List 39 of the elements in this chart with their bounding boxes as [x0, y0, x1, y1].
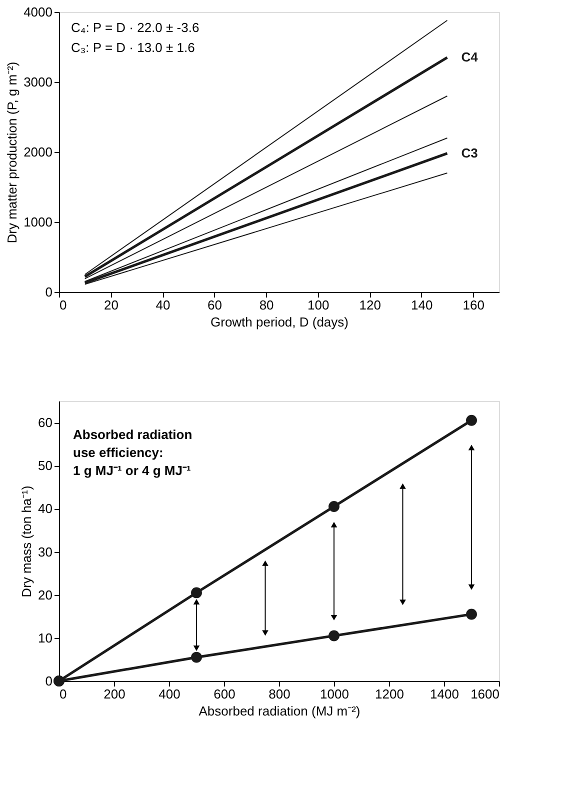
- y-tick-label: 0: [45, 674, 52, 688]
- x-tick-label: 1200: [375, 686, 404, 702]
- x-tick-label: 800: [268, 686, 290, 702]
- x-tick-label: 1400: [430, 686, 459, 702]
- x-axis-title: Growth period, D (days): [210, 314, 348, 330]
- x-tick-label: 160: [462, 298, 484, 312]
- annotation: C₄: P = D · 22.0 ± -3.6: [71, 20, 200, 35]
- y-tick-label: 10: [38, 630, 52, 646]
- x-tick-label: 0: [60, 686, 67, 702]
- annotation: Absorbed radiation use efficiency: 1 g MJ⁻¹ or 4 g MJ⁻¹: [73, 427, 192, 478]
- x-tick-label: 40: [156, 298, 170, 312]
- x-tick-label: 140: [411, 298, 433, 312]
- y-tick-label: 30: [38, 544, 52, 560]
- y-tick-label: 20: [38, 587, 52, 602]
- x-tick-label: 600: [214, 686, 236, 702]
- x-tick-label: 200: [104, 686, 126, 702]
- y-tick-label: 60: [38, 415, 52, 430]
- x-tick-label: 100: [307, 298, 330, 312]
- x-tick-label: 120: [359, 298, 381, 312]
- y-axis-title: Dry matter production (P, g m⁻²): [4, 62, 20, 244]
- annotation: C₃: P = D · 13.0 ± 1.6: [71, 40, 195, 55]
- y-tick-label: 40: [38, 501, 52, 516]
- x-tick-label: 20: [104, 298, 118, 312]
- y-tick-label: 3000: [24, 74, 52, 90]
- x-tick-label: 0: [60, 298, 67, 312]
- x-axis-title: Absorbed radiation (MJ m⁻²): [198, 704, 360, 718]
- x-tick-label: 1000: [320, 686, 349, 702]
- y-tick-label: 50: [38, 458, 52, 474]
- y-tick-label: 1000: [24, 214, 52, 230]
- x-tick-label: 400: [158, 686, 180, 702]
- series-label: C4: [461, 50, 479, 64]
- x-tick-label: 80: [259, 298, 274, 312]
- x-tick-label: 1600: [470, 686, 500, 702]
- x-tick-label: 60: [208, 298, 222, 312]
- y-tick-label: 4000: [24, 4, 52, 20]
- y-tick-label: 2000: [24, 144, 52, 160]
- y-tick-label: 0: [45, 284, 52, 300]
- series-label: C3: [461, 145, 478, 160]
- y-axis-title: Dry mass (ton ha⁻¹): [19, 486, 34, 598]
